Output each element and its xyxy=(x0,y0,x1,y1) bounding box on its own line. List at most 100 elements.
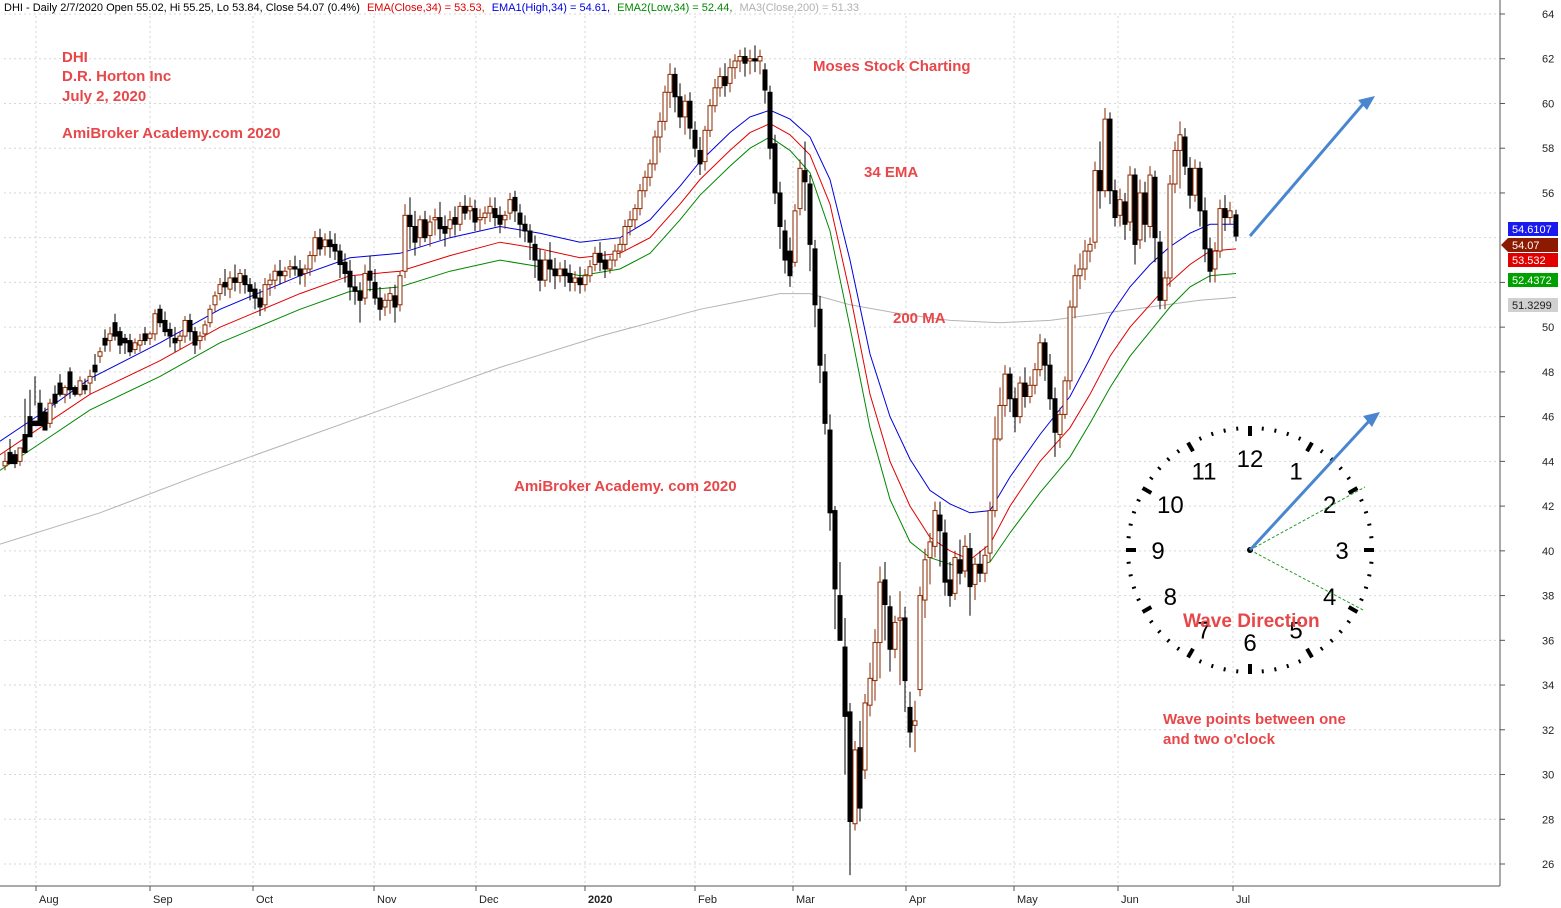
candle xyxy=(997,387,1003,442)
candle xyxy=(1082,239,1088,281)
clock-number: 4 xyxy=(1323,584,1336,611)
candle-body xyxy=(152,313,158,335)
price-badge: 51.3299 xyxy=(1508,298,1558,312)
y-axis: 26283032343638404244464850525658606264 xyxy=(1500,9,1554,871)
x-tick-label: Jun xyxy=(1121,894,1139,906)
wave-note-line2: and two o'clock xyxy=(1163,731,1276,748)
candle xyxy=(1062,376,1068,419)
candle-body xyxy=(497,214,503,225)
candle xyxy=(1212,242,1218,283)
candle-body xyxy=(1032,369,1038,386)
candle xyxy=(872,629,878,701)
candle xyxy=(792,204,798,267)
candle xyxy=(572,271,578,292)
clock-tick xyxy=(1338,629,1343,634)
clock-tick xyxy=(1338,466,1343,471)
candle xyxy=(342,253,348,283)
candle-body xyxy=(967,548,973,588)
candle-body xyxy=(342,261,348,274)
candle-body xyxy=(652,136,658,165)
candle xyxy=(867,662,873,717)
candle xyxy=(932,501,938,558)
candle xyxy=(447,210,453,238)
candle-body xyxy=(392,295,398,308)
candle-body xyxy=(857,747,863,809)
candle-body xyxy=(1162,277,1168,301)
clock-tick xyxy=(1128,523,1133,527)
candle xyxy=(662,85,668,131)
candle xyxy=(972,557,978,601)
candle xyxy=(297,260,303,285)
candle-body xyxy=(17,447,23,462)
candle xyxy=(522,215,528,243)
candle xyxy=(787,237,793,287)
candle-body xyxy=(757,56,763,62)
candle xyxy=(822,354,828,435)
candle xyxy=(382,293,388,316)
x-tick-label: Sep xyxy=(153,894,173,906)
candle-body xyxy=(1152,176,1158,239)
candle xyxy=(812,239,818,328)
candle xyxy=(1072,264,1078,319)
candle-body xyxy=(182,319,188,337)
candle-body xyxy=(22,434,28,453)
candle xyxy=(207,304,213,328)
candle xyxy=(977,550,983,583)
candle xyxy=(757,49,763,75)
candle xyxy=(162,311,168,337)
candle-body xyxy=(737,56,743,62)
candle-body xyxy=(807,183,813,245)
candle xyxy=(147,331,153,346)
candle xyxy=(747,49,753,75)
candle-body xyxy=(427,221,433,236)
candle xyxy=(537,248,543,292)
clock-tick xyxy=(1157,629,1162,634)
clock-tick xyxy=(1131,586,1137,590)
candle-body xyxy=(612,250,618,261)
clock-tick xyxy=(1367,573,1372,577)
candle xyxy=(32,376,38,427)
candle xyxy=(782,219,788,274)
candle-body xyxy=(367,270,373,281)
candle-body xyxy=(417,219,423,239)
candle xyxy=(1152,170,1158,263)
candle-body xyxy=(82,384,88,391)
candle xyxy=(42,407,48,431)
x-axis: Aug Sep Oct Nov Dec 2020 Feb Mar Apr May Jun Jul xyxy=(35,886,1250,906)
candle xyxy=(82,378,88,395)
candle-body xyxy=(232,277,238,283)
ma200-series xyxy=(0,293,1237,545)
price-badge-label: 54.6107 xyxy=(1512,224,1552,236)
candle-body xyxy=(197,335,203,342)
candle-body xyxy=(887,606,893,650)
candle-body xyxy=(122,337,128,344)
candle xyxy=(797,159,803,216)
candle-body xyxy=(977,563,983,574)
candle-body xyxy=(902,617,908,682)
candle-body xyxy=(1202,210,1208,250)
candle-body xyxy=(322,239,328,248)
candle xyxy=(427,215,433,247)
candle xyxy=(1132,168,1138,265)
moses-label: Moses Stock Charting xyxy=(813,58,971,75)
candle-body xyxy=(1233,214,1239,237)
price-badge-label: 52.4372 xyxy=(1512,275,1552,287)
candle-body xyxy=(402,214,408,272)
header-ema: EMA(Close,34) = 53.53, xyxy=(367,2,485,14)
candle-body xyxy=(242,275,248,286)
x-tick-label: Feb xyxy=(698,894,717,906)
y-tick-label: 60 xyxy=(1542,98,1554,110)
candle-body xyxy=(712,87,718,107)
candle-body xyxy=(1187,167,1193,196)
candle-body xyxy=(1222,208,1228,219)
candle-body xyxy=(747,58,753,62)
candle xyxy=(1107,112,1113,205)
clock-tick xyxy=(1297,436,1302,441)
candle xyxy=(482,206,488,225)
candle xyxy=(217,277,223,301)
candle xyxy=(377,286,383,321)
candle-body xyxy=(832,510,838,590)
candle-body xyxy=(972,563,978,585)
candle-body xyxy=(872,642,878,682)
candle-body xyxy=(827,429,833,514)
